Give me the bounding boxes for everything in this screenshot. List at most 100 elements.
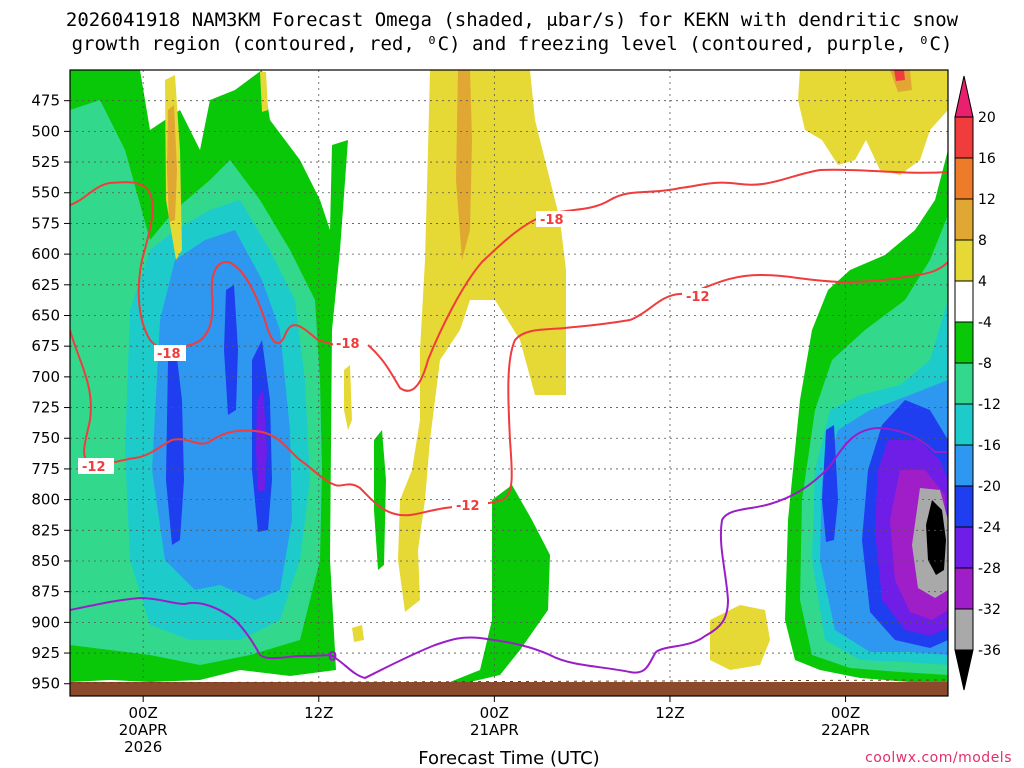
contour-label-minus12-a: -12 <box>82 460 106 475</box>
colorbar-label-7: -12 <box>978 397 1001 413</box>
x-tick-label-4-0: 00Z <box>831 704 860 722</box>
contour-label-bg <box>333 335 367 351</box>
colorbar-segment-11 <box>954 567 974 610</box>
omega-shading-left <box>70 70 550 686</box>
contour-label-minus18-b: -18 <box>336 337 360 352</box>
colorbar-label-0: 20 <box>978 110 996 126</box>
y-tick-label-575: 575 <box>31 214 60 232</box>
contour-label-minus18-c: -18 <box>540 213 564 228</box>
contour-label-bg <box>78 458 114 474</box>
colorbar-label-1: 16 <box>978 151 996 167</box>
colorbar-label-10: -24 <box>978 520 1001 536</box>
omega-shading-descent <box>165 70 948 670</box>
omega-region-yellow-small-2 <box>352 625 364 642</box>
x-tick-label-3-0: 12Z <box>655 704 684 722</box>
omega-region-purple-1 <box>256 390 267 492</box>
freezing-level-contour <box>70 426 948 680</box>
y-tick-label-500: 500 <box>31 122 60 140</box>
colorbar-label-5: -4 <box>978 315 992 331</box>
y-tick-label-950: 950 <box>31 675 60 693</box>
y-tick-label-675: 675 <box>31 337 60 355</box>
colorbar-segment-0 <box>954 116 974 159</box>
colorbar-segment-5 <box>954 321 974 364</box>
contour-labels: -18 -18 -18 -12 -12 -12 0 <box>78 211 718 665</box>
omega-region-darkblue-thin-right <box>822 425 838 542</box>
x-tick-label-0-2: 2026 <box>124 738 162 756</box>
contour-label-bg <box>682 288 718 304</box>
contour-minus18-left <box>70 181 336 350</box>
colorbar-segment-12 <box>954 608 974 651</box>
colorbar-segment-6 <box>954 362 974 405</box>
omega-region-yellow-small-1 <box>344 365 352 430</box>
plot-area <box>70 70 948 696</box>
colorbar-segment-4 <box>954 280 974 323</box>
omega-region-orange-central <box>456 70 472 260</box>
y-tick-label-900: 900 <box>31 613 60 631</box>
chart-title-line2: growth region (contoured, red, ⁰C) and f… <box>72 33 953 55</box>
colorbar-label-4: 4 <box>978 274 987 290</box>
colorbar-segment-8 <box>954 444 974 487</box>
colorbar-label-6: -8 <box>978 356 992 372</box>
colorbar-segment-7 <box>954 403 974 446</box>
colorbar-cap-top <box>954 75 974 118</box>
y-tick-label-525: 525 <box>31 153 60 171</box>
contour-label-bg <box>452 497 488 513</box>
colorbar-label-2: 12 <box>978 192 996 208</box>
x-tick-label-2-0: 00Z <box>480 704 509 722</box>
plot-frame <box>69 69 949 697</box>
dendritic-contours <box>70 168 948 517</box>
omega-region-black-right <box>926 500 946 575</box>
omega-region-red-top-right <box>894 70 905 81</box>
colorbar: 20 16 12 8 4 -4 -8 -12 -16 -20 -24 -28 -32 -36 <box>954 75 1001 691</box>
colorbar-segment-2 <box>954 198 974 241</box>
colorbar-segment-3 <box>954 239 974 282</box>
x-tick-label-2-1: 21APR <box>470 721 519 739</box>
y-tick-label-550: 550 <box>31 184 60 202</box>
contour-label-bg <box>536 211 572 227</box>
omega-region-green-isolated <box>374 430 386 570</box>
y-tick-label-800: 800 <box>31 491 60 509</box>
omega-region-green-mid <box>440 485 550 686</box>
omega-region-yellow-right-low <box>710 605 770 670</box>
ground-surface <box>70 682 948 696</box>
x-tick-label-0-1: 20APR <box>119 721 168 739</box>
omega-region-yellow-central <box>398 70 566 612</box>
omega-region-yellow-thin <box>260 72 268 112</box>
y-tick-label-600: 600 <box>31 245 60 263</box>
colorbar-label-8: -16 <box>978 438 1001 454</box>
y-tick-label-625: 625 <box>31 276 60 294</box>
x-axis-title: Forecast Time (UTC) <box>418 748 599 768</box>
y-tick-label-775: 775 <box>31 460 60 478</box>
colorbar-label-13: -36 <box>978 643 1001 659</box>
contour-minus18-right <box>367 168 948 392</box>
omega-shading-right <box>785 150 948 682</box>
y-tick-label-875: 875 <box>31 583 60 601</box>
colorbar-label-9: -20 <box>978 479 1001 495</box>
chart-title-line1: 2026041918 NAM3KM Forecast Omega (shaded… <box>66 9 959 31</box>
y-tick-label-475: 475 <box>31 92 60 110</box>
omega-region-darkblue-2 <box>224 285 238 415</box>
y-tick-label-650: 650 <box>31 306 60 324</box>
colorbar-label-11: -28 <box>978 561 1001 577</box>
ground-texture <box>70 679 948 684</box>
contour-label-minus12-b: -12 <box>456 499 480 514</box>
omega-region-yellow-top-right <box>798 70 948 175</box>
y-tick-label-725: 725 <box>31 399 60 417</box>
contour-label-minus18-a: -18 <box>157 347 181 362</box>
y-tick-label-925: 925 <box>31 644 60 662</box>
credit-text: coolwx.com/models <box>865 750 1012 766</box>
y-tick-label-750: 750 <box>31 429 60 447</box>
colorbar-segment-1 <box>954 157 974 200</box>
omega-region-darkblue-1 <box>166 350 184 545</box>
x-tick-label-0-0: 00Z <box>128 704 157 722</box>
colorbar-label-3: 8 <box>978 233 987 249</box>
contour-minus12-left <box>70 261 948 517</box>
contour-label-zero: 0 <box>328 650 337 665</box>
colorbar-label-12: -32 <box>978 602 1001 618</box>
x-tick-label-4-1: 22APR <box>821 721 870 739</box>
colorbar-cap-bottom <box>954 649 974 691</box>
contour-label-bg <box>154 345 186 361</box>
colorbar-segment-9 <box>954 485 974 528</box>
